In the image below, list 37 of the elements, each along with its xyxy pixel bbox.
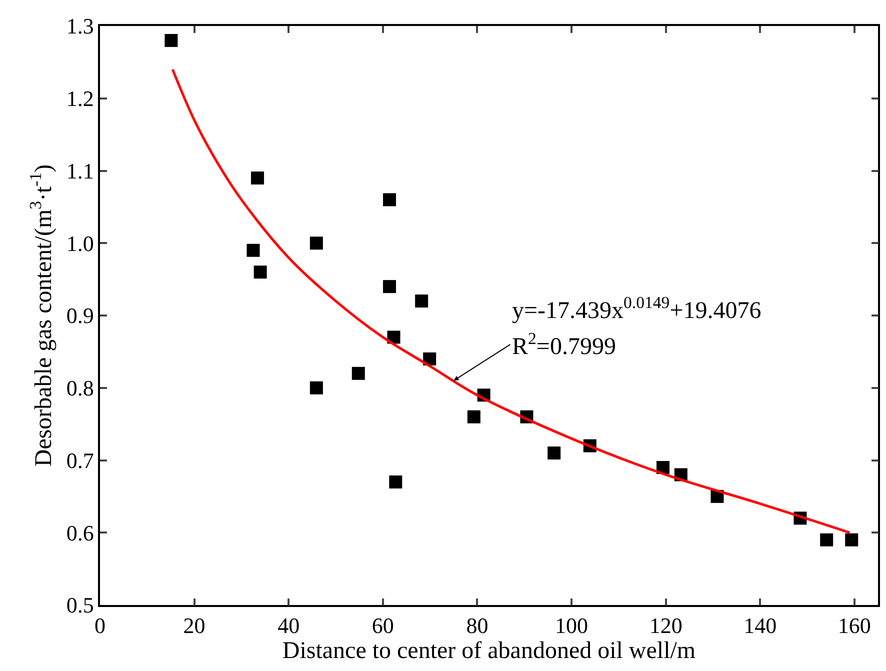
y-tick-label: 0.6: [66, 520, 94, 546]
y-tick-label: 1.2: [66, 86, 94, 112]
x-tick-label: 80: [466, 613, 488, 638]
point: [383, 280, 396, 294]
point: [250, 171, 264, 184]
x-tick-label: 140: [744, 613, 777, 638]
point: [820, 533, 834, 546]
y-tick-label: 0.7: [66, 448, 94, 473]
y-tick-label: 0.8: [66, 376, 94, 401]
point: [845, 533, 858, 546]
point: [310, 381, 323, 394]
x-tick-label: 100: [555, 613, 588, 638]
y-tick-label: 1.3: [66, 14, 94, 39]
y-tick-label: 0.9: [66, 303, 94, 328]
point: [415, 294, 428, 308]
x-tick-label: 40: [278, 613, 300, 638]
point: [254, 266, 267, 279]
x-tick-label: 160: [838, 613, 871, 638]
y-tick-label: 1.1: [66, 158, 94, 184]
x-axis-title: Distance to center of abandoned oil well/m: [282, 638, 696, 664]
x-tick-label: 60: [372, 613, 394, 638]
y-tick-label: 1.0: [66, 230, 94, 256]
point: [548, 446, 561, 460]
annotation: y=-17.439x$^{0.0149}$+19.4076: [512, 293, 762, 324]
x-tick-label: 20: [183, 613, 206, 638]
point: [164, 34, 178, 47]
point: [310, 236, 323, 250]
annotation: R$^{2}$=0.7999: [512, 329, 616, 360]
point: [383, 193, 396, 206]
x-tick-label: 0: [94, 613, 106, 638]
point: [246, 244, 260, 257]
y-tick-label: 0.5: [66, 592, 94, 618]
point: [467, 410, 480, 424]
point: [387, 330, 400, 344]
point: [389, 475, 402, 488]
point: [352, 366, 365, 380]
x-tick-label: 120: [649, 613, 682, 638]
